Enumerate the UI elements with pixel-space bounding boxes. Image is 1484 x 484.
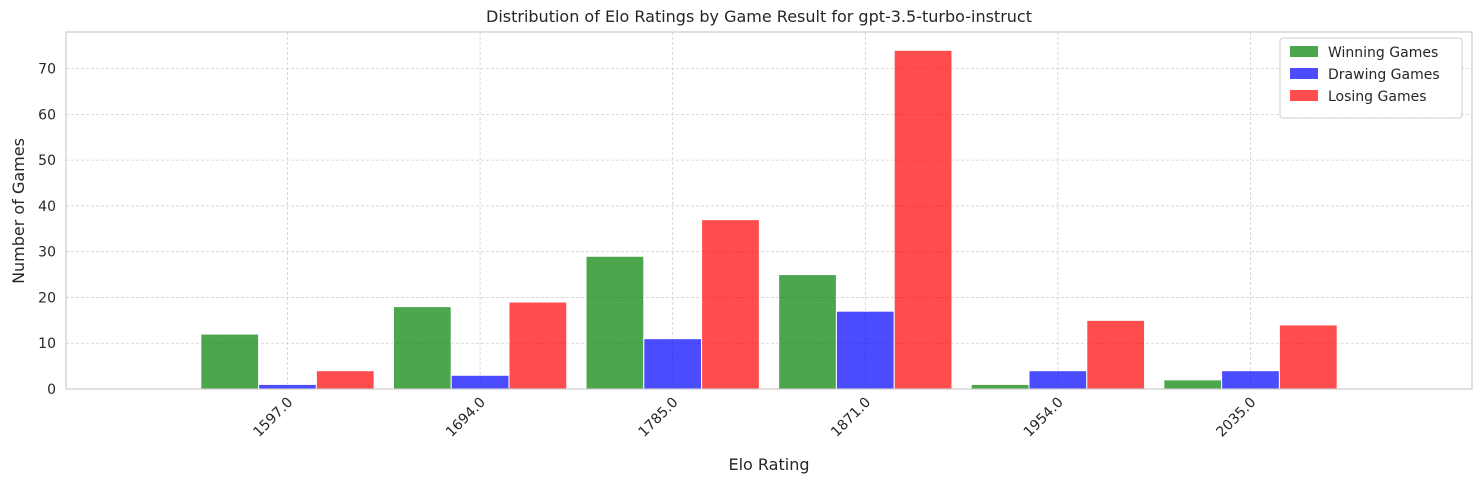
x-axis-ticks: 1597.0 1694.0 1785.0 1871.0 1954.0 2035.0	[250, 395, 1259, 441]
legend-label: Drawing Games	[1328, 67, 1440, 83]
bar-losing-games	[1278, 324, 1338, 390]
x-axis-label: Elo Rating	[728, 455, 809, 474]
bar-winning-games	[200, 333, 260, 390]
bars	[200, 49, 1338, 390]
legend-label: Losing Games	[1328, 89, 1427, 105]
grid	[66, 32, 1472, 390]
chart-title: Distribution of Elo Ratings by Game Resu…	[486, 7, 1032, 26]
y-tick-label: 40	[38, 199, 56, 215]
y-tick-label: 10	[38, 336, 56, 352]
plot-frame	[65, 31, 1473, 390]
bar-drawing-games	[835, 310, 895, 390]
bar-winning-games	[585, 255, 645, 390]
y-tick-label: 60	[38, 107, 56, 123]
bar-losing-games	[315, 370, 375, 390]
bar-winning-games	[970, 383, 1030, 390]
x-tick-label: 2035.0	[1213, 395, 1259, 441]
bar-drawing-games	[1028, 370, 1088, 390]
x-tick-label: 1597.0	[250, 395, 296, 441]
bar-drawing-games	[1221, 370, 1280, 390]
legend-swatch	[1290, 90, 1318, 101]
bar-losing-games	[701, 219, 760, 390]
legend: Winning Games Drawing Games Losing Games	[1279, 37, 1463, 119]
y-tick-label: 70	[38, 62, 56, 78]
x-tick-label: 1785.0	[636, 395, 682, 441]
bar-losing-games	[893, 49, 953, 390]
legend-box	[1279, 37, 1463, 119]
bar-winning-games	[392, 306, 452, 390]
bar-drawing-games	[258, 383, 317, 390]
legend-swatch	[1290, 46, 1318, 57]
y-tick-label: 0	[47, 382, 56, 398]
bar-drawing-games	[450, 374, 510, 390]
bar-winning-games	[1163, 379, 1223, 390]
bar-losing-games	[508, 301, 568, 390]
x-tick-label: 1871.0	[828, 395, 874, 441]
bar-losing-games	[1086, 319, 1146, 390]
x-tick-label: 1954.0	[1021, 395, 1067, 441]
y-axis-label: Number of Games	[9, 138, 28, 284]
y-axis-ticks: 0 10 20 30 40 50 60 70	[38, 62, 56, 398]
y-tick-label: 20	[38, 290, 56, 306]
x-tick-label: 1694.0	[443, 395, 489, 441]
y-tick-label: 30	[38, 245, 56, 261]
y-tick-label: 50	[38, 153, 56, 169]
bar-drawing-games	[643, 338, 703, 390]
bar-winning-games	[778, 274, 837, 390]
legend-swatch	[1290, 68, 1318, 79]
legend-label: Winning Games	[1328, 45, 1438, 61]
